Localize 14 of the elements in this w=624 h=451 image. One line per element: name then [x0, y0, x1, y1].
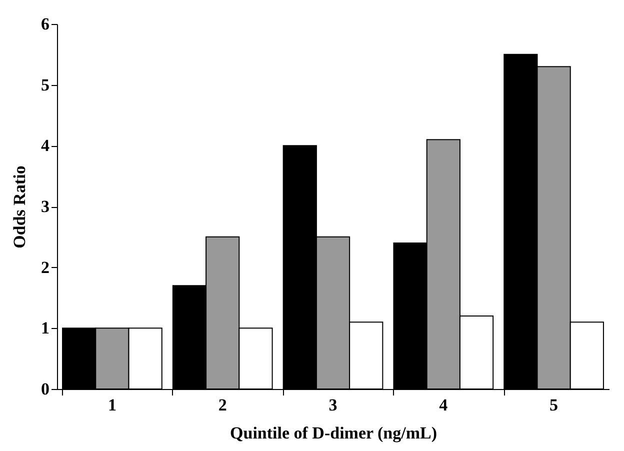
x-tick-label: 5	[550, 396, 558, 414]
y-tick-label: 3	[41, 197, 50, 216]
y-tick-label: 5	[41, 75, 50, 94]
x-tick-label: 1	[108, 396, 116, 414]
y-tick-label: 4	[41, 136, 50, 156]
y-tick-label: 1	[41, 318, 50, 338]
x-axis-title: Quintile of D-dimer (ng/mL)	[230, 424, 437, 442]
x-tick-label: 3	[328, 396, 338, 414]
y-tick-label: 2	[41, 258, 50, 277]
x-tick-label: 2	[218, 396, 227, 414]
x-tick-label: 4	[439, 396, 448, 414]
y-tick-label: 6	[41, 14, 50, 34]
y-tick-label: 0	[41, 380, 50, 398]
y-axis-title: Odds Ratio	[10, 166, 29, 248]
